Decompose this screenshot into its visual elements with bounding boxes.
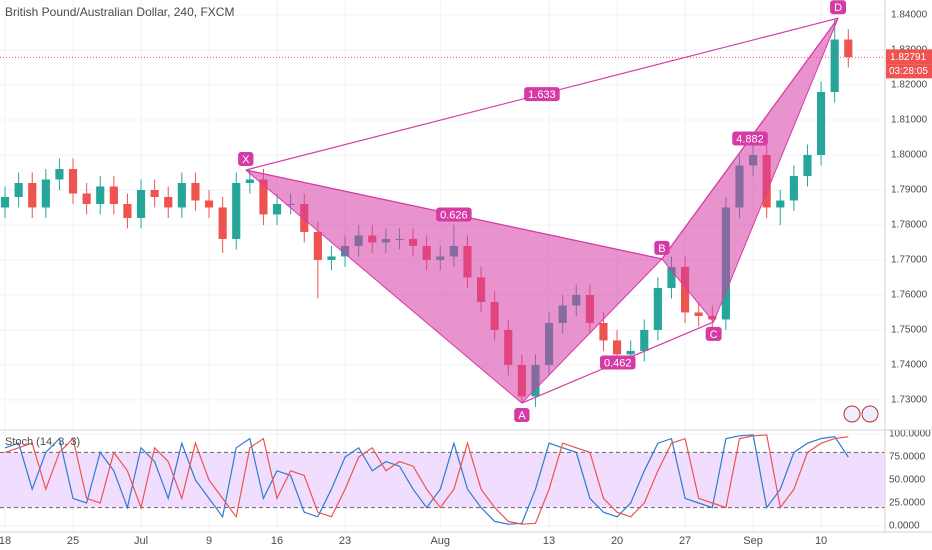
candle-body <box>599 322 608 341</box>
pattern-ratio-box <box>732 131 768 146</box>
candle-body <box>789 175 798 201</box>
candle-body <box>626 350 635 355</box>
countdown-label: 03:28:05 <box>889 66 928 77</box>
pattern-ratio-box <box>524 87 560 102</box>
y-tick-label: 1.84000 <box>891 10 928 21</box>
y-tick-label: 1.75000 <box>891 325 928 336</box>
pattern-point-label: D <box>834 2 842 14</box>
y-tick-label: 1.79000 <box>891 185 928 196</box>
pattern-point-label-box <box>238 152 254 167</box>
candle-body <box>177 182 186 208</box>
candle-body <box>776 200 785 208</box>
last-price-label: 1.82791 <box>890 52 927 63</box>
x-tick-label: 16 <box>271 535 283 547</box>
pattern-ratio: 1.633 <box>528 89 556 101</box>
x-tick-label: 27 <box>679 535 691 547</box>
candle-body <box>109 186 118 204</box>
x-tick-label: Aug <box>430 535 450 547</box>
y-tick-label: 1.76000 <box>891 290 928 301</box>
y-tick-label: 1.74000 <box>891 360 928 371</box>
candle-body <box>313 231 322 260</box>
pattern-point-label-box <box>654 240 670 255</box>
candle-body <box>0 196 10 208</box>
candle-body <box>218 207 227 239</box>
candle-body <box>694 312 703 316</box>
stoch-tick-label: 50.0000 <box>889 475 926 486</box>
pattern-point-label-box <box>705 326 722 341</box>
candle-body <box>82 193 91 204</box>
x-tick-label: 9 <box>206 535 212 547</box>
pattern-point-label: C <box>710 329 718 341</box>
chart-title: British Pound/Australian Dollar, 240, FX… <box>5 5 234 19</box>
x-tick-label: Sep <box>743 535 763 547</box>
candle-body <box>844 39 853 58</box>
candle-body <box>667 266 676 288</box>
stoch-tick-label: 75.0000 <box>889 452 926 463</box>
flag-icon[interactable] <box>861 405 879 423</box>
candle-body <box>96 186 105 204</box>
candle-body <box>245 179 254 183</box>
flag-icon[interactable] <box>843 405 861 423</box>
indicator-title: Stoch (14, 3, 3) <box>5 436 80 448</box>
candle-body <box>640 329 649 351</box>
candle-body <box>259 179 268 215</box>
countdown-box <box>886 64 932 79</box>
candle-body <box>136 189 146 218</box>
x-tick-label: 13 <box>543 535 555 547</box>
stoch-tick-label: 25.0000 <box>889 498 926 509</box>
pattern-point-label-box <box>514 408 530 423</box>
y-tick-label: 1.81000 <box>891 115 928 126</box>
pattern-ratio: 0.626 <box>440 209 468 221</box>
candle-body <box>150 189 159 197</box>
pattern-ratio: 0.462 <box>604 357 632 369</box>
candle-body <box>612 340 622 355</box>
pattern-ratio: 4.882 <box>736 133 764 145</box>
candle-body <box>327 256 336 260</box>
pattern-point-label: A <box>518 410 526 422</box>
y-tick-label: 1.73000 <box>891 395 928 406</box>
candle-body <box>68 168 78 194</box>
y-tick-label: 1.77000 <box>891 255 928 266</box>
x-tick-label: 18 <box>0 535 11 547</box>
stoch-line <box>4 434 849 525</box>
x-tick-label: 23 <box>339 535 351 547</box>
stoch-tick-label: 0.0000 <box>889 521 920 532</box>
pattern-point-label-box <box>830 0 847 15</box>
candle-body <box>41 179 50 208</box>
candle-body <box>55 168 64 180</box>
candle-body <box>204 200 214 208</box>
candle-body <box>272 203 282 215</box>
x-tick-label: 20 <box>611 535 623 547</box>
pattern-point-label: B <box>658 243 665 255</box>
candle-body <box>803 154 812 176</box>
x-tick-label: 10 <box>815 535 827 547</box>
candle-body <box>28 182 37 208</box>
pattern-ratio-box <box>436 207 472 222</box>
candle-body <box>191 182 200 201</box>
candle-body <box>14 182 23 197</box>
candle-body <box>830 39 839 93</box>
pattern-ratio-box <box>599 355 636 370</box>
x-tick-label: 25 <box>67 535 79 547</box>
candle-body <box>653 287 662 330</box>
y-tick-label: 1.82000 <box>891 80 928 91</box>
candle-body <box>232 182 241 239</box>
stoch-line <box>4 434 849 525</box>
last-price-box <box>886 49 932 65</box>
candle-body <box>680 266 690 313</box>
candle-body <box>123 203 132 218</box>
candle-body <box>164 196 173 208</box>
y-tick-label: 1.80000 <box>891 150 928 161</box>
y-tick-label: 1.78000 <box>891 220 928 231</box>
candle-body <box>816 92 826 155</box>
pattern-point-label: X <box>242 154 250 166</box>
x-tick-label: Jul <box>134 535 148 547</box>
stoch-tick-label: 100.0000 <box>889 429 931 440</box>
